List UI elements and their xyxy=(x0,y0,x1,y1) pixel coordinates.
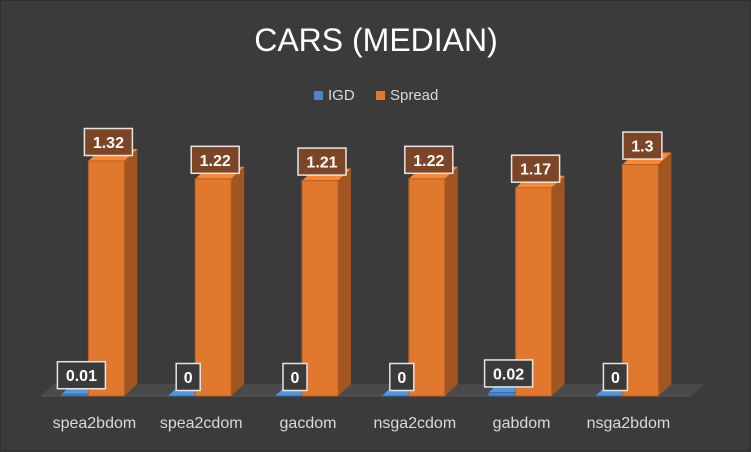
data-label-text: 0.02 xyxy=(493,366,524,383)
data-label-spread-spea2cdom: 1.22 xyxy=(191,146,239,173)
bar-side xyxy=(658,153,671,396)
x-axis: spea2bdom spea2cdom gacdom nsga2cdom gabdom n… xyxy=(53,415,671,432)
bar-spread-nsga2bdom xyxy=(622,153,671,396)
bar-side xyxy=(445,167,458,396)
bar-spread-gacdom xyxy=(302,169,351,396)
legend-label: IGD xyxy=(328,87,355,104)
data-label-spread-nsga2cdom: 1.22 xyxy=(405,146,453,173)
data-label-spread-nsga2bdom: 1.3 xyxy=(623,132,662,159)
data-label-spread-gacdom: 1.21 xyxy=(298,148,346,175)
data-label-spread-gabdom: 1.17 xyxy=(512,155,560,182)
legend-item-igd: IGD xyxy=(314,87,355,104)
bar-side xyxy=(552,176,565,396)
data-label-igd-spea2cdom: 0 xyxy=(176,364,200,391)
bar-side xyxy=(124,149,137,396)
bar-spread-spea2bdom xyxy=(88,149,137,396)
data-label-igd-nsga2cdom: 0 xyxy=(390,364,414,391)
x-tick-label-gacdom: gacdom xyxy=(280,415,337,432)
chart-title: CARS (MEDIAN) xyxy=(254,22,498,58)
data-label-igd-spea2bdom: 0.01 xyxy=(57,362,105,389)
bar-front xyxy=(622,165,658,396)
x-tick-label-spea2bdom: spea2bdom xyxy=(53,415,137,432)
bar-side xyxy=(338,169,351,396)
legend-item-spread: Spread xyxy=(376,87,438,104)
bars-group xyxy=(61,149,671,396)
legend-swatch xyxy=(314,91,323,100)
data-label-text: 0 xyxy=(291,370,300,387)
x-tick-label-nsga2cdom: nsga2cdom xyxy=(373,415,456,432)
bar-spread-nsga2cdom xyxy=(409,167,458,396)
data-label-text: 0 xyxy=(397,370,406,387)
bar-front xyxy=(88,161,124,396)
bar-side xyxy=(231,167,244,396)
data-label-igd-nsga2bdom: 0 xyxy=(603,364,627,391)
legend: IGD Spread xyxy=(314,87,438,104)
x-tick-label-nsga2bdom: nsga2bdom xyxy=(587,415,671,432)
data-label-igd-gacdom: 0 xyxy=(283,364,307,391)
x-tick-label-gabdom: gabdom xyxy=(493,415,551,432)
data-labels-group: 0.01 1.32 0 1.22 0 1.21 0 1.22 0.02 1.17 0 1.3 xyxy=(57,129,662,391)
legend-swatch xyxy=(376,91,385,100)
data-label-text: 0 xyxy=(611,370,620,387)
data-label-text: 1.3 xyxy=(631,139,653,156)
data-label-spread-spea2bdom: 1.32 xyxy=(84,129,132,156)
data-label-igd-gabdom: 0.02 xyxy=(485,360,533,387)
data-label-text: 1.22 xyxy=(200,153,231,170)
data-label-text: 1.17 xyxy=(520,162,551,179)
data-label-text: 1.22 xyxy=(413,153,444,170)
data-label-text: 1.32 xyxy=(93,135,124,152)
data-label-text: 0 xyxy=(184,370,193,387)
bar-spread-spea2cdom xyxy=(195,167,244,396)
data-label-text: 1.21 xyxy=(306,155,337,172)
data-label-text: 0.01 xyxy=(66,368,97,385)
legend-label: Spread xyxy=(390,87,438,104)
x-tick-label-spea2cdom: spea2cdom xyxy=(160,415,243,432)
